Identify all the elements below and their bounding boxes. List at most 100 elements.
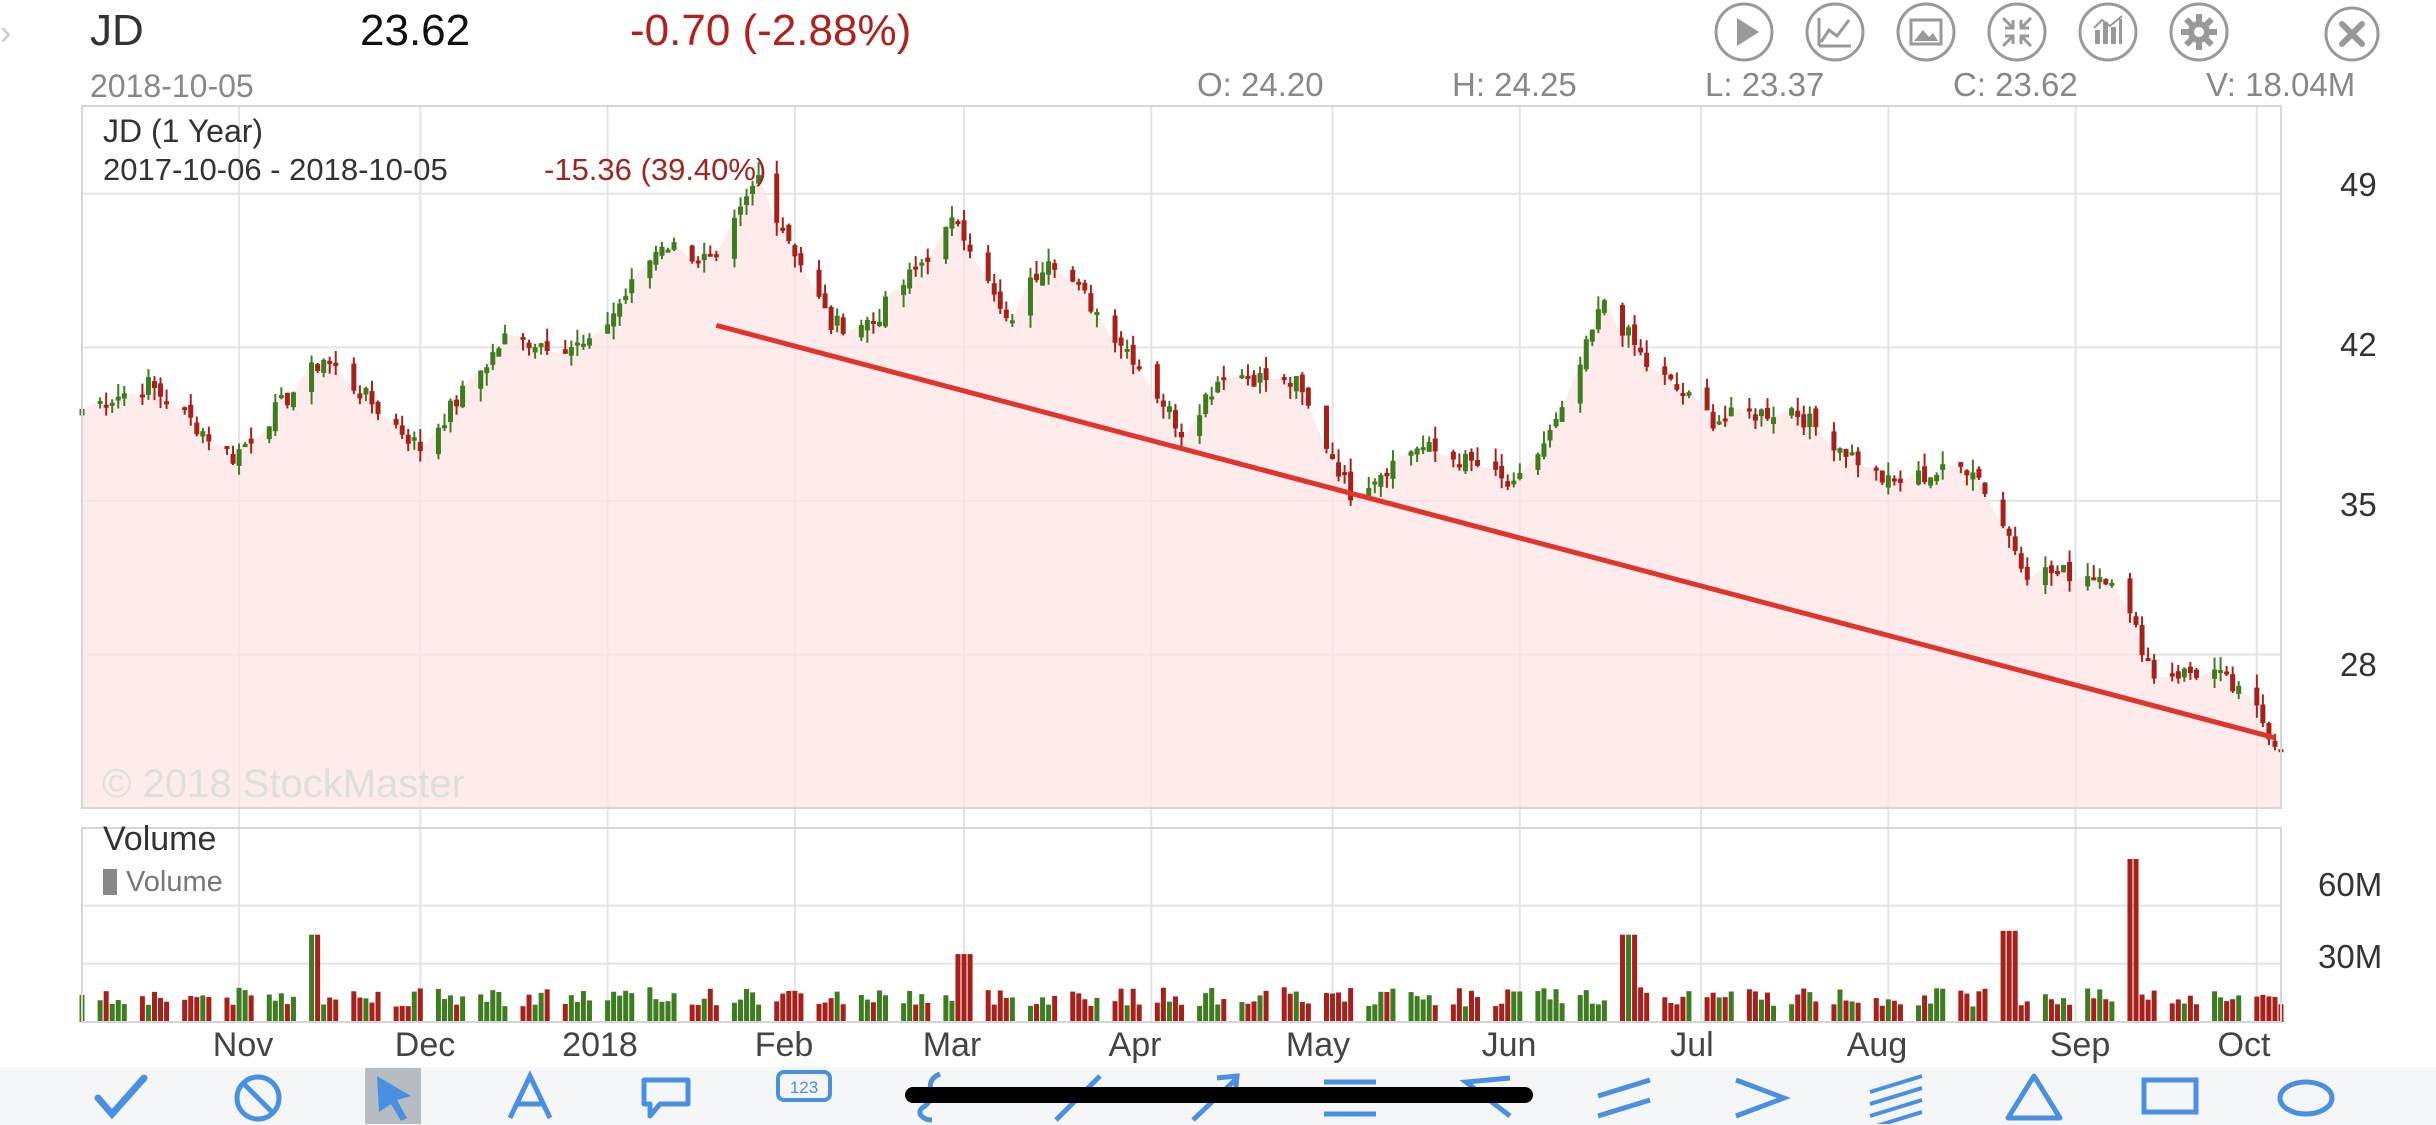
- volume-bar: [194, 997, 200, 1022]
- volume-bar: [182, 999, 188, 1022]
- volume-bar: [484, 1001, 490, 1022]
- volume-bar: [1468, 990, 1474, 1022]
- y-tick-label: 49: [2340, 166, 2377, 203]
- volume-bar: [1922, 995, 1928, 1022]
- candle-body: [750, 185, 756, 194]
- volume-bar: [363, 998, 369, 1022]
- close-icon[interactable]: [2320, 0, 2384, 64]
- multi-lines-icon[interactable]: [1866, 1068, 1926, 1124]
- rectangle-icon[interactable]: [2140, 1068, 2200, 1124]
- volume-bar: [1384, 991, 1390, 1022]
- volume-bar: [1348, 988, 1354, 1022]
- candle-body: [109, 402, 115, 406]
- candle-body: [919, 262, 925, 266]
- candle-body: [2266, 723, 2272, 740]
- ellipse-icon[interactable]: [2276, 1068, 2336, 1124]
- candle-body: [411, 437, 417, 441]
- candle-body: [882, 296, 888, 327]
- volume-bar: [1420, 999, 1426, 1022]
- candle-body: [2145, 658, 2151, 662]
- candle-body: [653, 251, 659, 265]
- candle-body: [1118, 337, 1124, 346]
- volume-bar: [1366, 1005, 1372, 1022]
- volume-bar: [816, 1003, 822, 1022]
- volume-bar: [2218, 997, 2224, 1022]
- volume-bar: [2103, 999, 2109, 1022]
- settings-gear-icon[interactable]: [2167, 0, 2231, 64]
- candle-body: [1970, 472, 1976, 480]
- pointer-arrow-icon[interactable]: [363, 1068, 423, 1124]
- volume-bar: [315, 934, 321, 1022]
- volume-bar: [248, 995, 254, 1022]
- volume-bar: [2024, 1001, 2030, 1022]
- volume-bar: [689, 1004, 695, 1022]
- volume-bar: [309, 934, 315, 1022]
- parallel-lines-icon[interactable]: [1594, 1068, 1654, 1124]
- volume-title: Volume: [103, 820, 217, 858]
- collapse-icon[interactable]: [1985, 0, 2049, 64]
- volume-bar: [864, 999, 870, 1022]
- volume-value: V: 18.04M: [2206, 66, 2356, 103]
- candle-body: [1916, 470, 1922, 485]
- candle-body: [786, 224, 792, 242]
- triangle-icon[interactable]: [2004, 1068, 2064, 1124]
- volume-bar: [2018, 1005, 2024, 1022]
- callout-icon[interactable]: [636, 1068, 696, 1124]
- volume-bar: [2169, 1003, 2175, 1022]
- greater-than-icon[interactable]: [1730, 1068, 1790, 1124]
- candle-body: [1257, 372, 1263, 383]
- freehand-curve-icon[interactable]: [910, 1068, 970, 1124]
- candle-body: [2054, 571, 2060, 575]
- volume-bar: [526, 994, 532, 1022]
- trendline[interactable]: [715, 322, 2276, 741]
- candle-body: [363, 388, 369, 395]
- volume-bar: [532, 1004, 538, 1022]
- volume-bar: [1305, 1003, 1311, 1022]
- volume-bar: [502, 1006, 508, 1022]
- candle-body: [158, 383, 164, 397]
- candle-body: [562, 349, 568, 354]
- candle-body: [1837, 448, 1843, 453]
- candle-body: [1958, 462, 1964, 467]
- checkmark-icon[interactable]: [90, 1068, 150, 1124]
- candle-body: [2260, 704, 2266, 724]
- candle-body: [290, 392, 296, 408]
- volume-bar: [520, 1006, 526, 1022]
- text-icon[interactable]: [500, 1068, 560, 1124]
- candle-body: [737, 206, 743, 215]
- angle-icon[interactable]: [1458, 1068, 1518, 1124]
- candle-body: [351, 363, 357, 391]
- candle-body: [1964, 470, 1970, 476]
- candle-body: [792, 245, 798, 257]
- volume-bar: [2187, 995, 2193, 1022]
- volume-bar: [1873, 998, 1879, 1022]
- volume-bar: [1813, 1001, 1819, 1022]
- candle-body: [2042, 567, 2048, 586]
- volume-bar: [145, 1004, 151, 1022]
- candle-body: [2097, 577, 2103, 583]
- candle-body: [435, 427, 441, 455]
- candle-body: [278, 395, 284, 399]
- volume-bar: [913, 1004, 919, 1022]
- bar-chart-icon[interactable]: [2076, 0, 2140, 64]
- candle-body: [1172, 410, 1178, 429]
- volume-bar: [1801, 988, 1807, 1022]
- volume-bar: [876, 990, 882, 1022]
- image-icon[interactable]: [1894, 0, 1958, 64]
- volume-bar: [1426, 995, 1432, 1022]
- cancel-icon[interactable]: [228, 1068, 288, 1124]
- side-panel-chevron[interactable]: ›: [0, 14, 12, 52]
- volume-bar: [1245, 1003, 1251, 1022]
- volume-bar: [230, 1004, 236, 1022]
- play-icon[interactable]: [1712, 0, 1776, 64]
- volume-bar: [2061, 998, 2067, 1022]
- candle-body: [272, 402, 278, 432]
- line-chart-icon[interactable]: [1803, 0, 1867, 64]
- counter-123-icon[interactable]: 123: [774, 1068, 834, 1124]
- candle-body: [2139, 625, 2145, 656]
- price-chart[interactable]: [0, 0, 2436, 1067]
- volume-bar: [369, 1002, 375, 1022]
- candle-body: [194, 422, 200, 435]
- candle-body: [2272, 740, 2278, 747]
- candle-body: [1366, 488, 1372, 500]
